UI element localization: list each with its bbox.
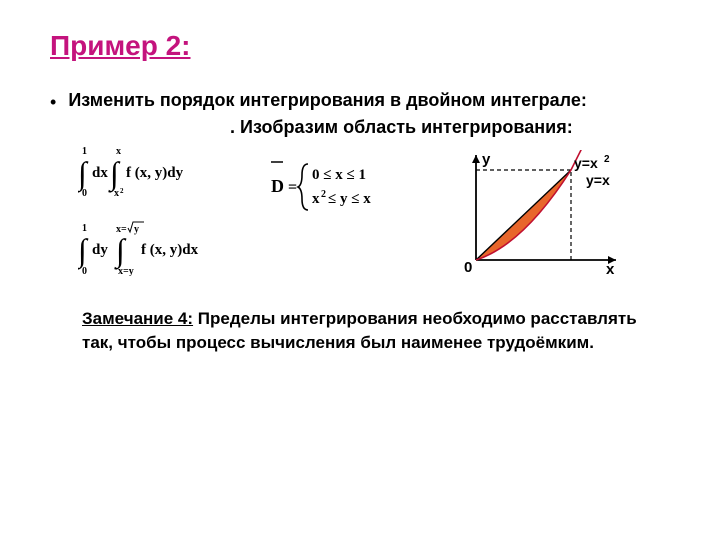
int1-inner-low-base: x <box>114 188 119 198</box>
int2-integrand: f (x, y)dx <box>141 242 199 258</box>
domain-row2-exp: 2 <box>321 189 326 200</box>
domain-row1: 0 ≤ x ≤ 1 <box>312 167 366 183</box>
line2-text: . Изобразим область интегрирования: <box>230 117 670 138</box>
int1-outer-low: 0 <box>82 188 87 198</box>
bullet-marker: • <box>50 92 56 113</box>
domain-row2a: x <box>312 191 320 207</box>
formula-column: 1 ∫ 0 dx x ∫ x 2 f (x, y)dy 1 ∫ 0 dy x= … <box>78 144 228 280</box>
int2-outer-low: 0 <box>82 266 87 276</box>
int1-dx: dx <box>92 165 108 181</box>
curve2-label: y=x <box>586 172 610 188</box>
int2-dy: dy <box>92 242 108 258</box>
line-y-equals-x <box>476 170 571 260</box>
integral-sign: ∫ <box>114 232 127 270</box>
content-row: 1 ∫ 0 dx x ∫ x 2 f (x, y)dy 1 ∫ 0 dy x= … <box>78 144 670 285</box>
curve1-label: y=x <box>574 155 598 171</box>
bullet-text: Изменить порядок интегрирования в двойно… <box>68 90 587 111</box>
int2-lower: x=y <box>118 266 134 276</box>
integral-1: 1 ∫ 0 dx x ∫ x 2 f (x, y)dy <box>78 144 228 202</box>
brace-icon <box>298 164 308 210</box>
domain-row2b: ≤ y ≤ x <box>328 191 371 207</box>
note-label: Замечание 4: <box>82 309 193 328</box>
x-axis-label: x <box>606 261 615 278</box>
int1-integrand: f (x, y)dy <box>126 165 184 181</box>
domain-D: D <box>271 176 284 196</box>
integral-2: 1 ∫ 0 dy x= y ∫ x=y f (x, y)dx <box>78 220 228 280</box>
domain-definition: D = 0 ≤ x ≤ 1 x 2 ≤ y ≤ x <box>268 160 418 219</box>
int1-inner-low-exp: 2 <box>120 187 124 195</box>
int2-upper-radicand: y <box>134 224 139 235</box>
origin-label: 0 <box>464 259 472 276</box>
integral-sign: ∫ <box>78 232 89 270</box>
y-axis-label: y <box>482 151 491 168</box>
curve1-exp: 2 <box>604 154 610 165</box>
y-axis-arrow <box>472 155 480 163</box>
integration-region-graph: y x 0 y=x 2 y=x <box>446 150 626 285</box>
remark-4: Замечание 4: Пределы интегрирования необ… <box>82 307 642 355</box>
bullet-row: • Изменить порядок интегрирования в двой… <box>50 90 670 113</box>
domain-eq: = <box>288 179 297 196</box>
page-title: Пример 2: <box>50 30 670 62</box>
